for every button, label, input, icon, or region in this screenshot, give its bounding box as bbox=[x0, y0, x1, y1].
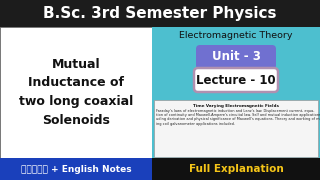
Text: two long coaxial: two long coaxial bbox=[19, 96, 133, 109]
Text: Unit - 3: Unit - 3 bbox=[212, 51, 260, 64]
Text: Mutual: Mutual bbox=[52, 57, 100, 71]
Text: Faraday's laws of electromagnetic induction and Lenz's law. Displacement current: Faraday's laws of electromagnetic induct… bbox=[156, 109, 314, 113]
Text: हिंदी + English Notes: हिंदी + English Notes bbox=[21, 165, 131, 174]
Text: uding derivation and physical significance of Maxwell's equations. Theory and wo: uding derivation and physical significan… bbox=[156, 117, 320, 121]
Bar bbox=[0, 27, 152, 158]
Bar bbox=[154, 100, 318, 157]
Text: Electromagnetic Theory: Electromagnetic Theory bbox=[179, 31, 293, 40]
Bar bbox=[0, 158, 152, 180]
Text: Time Varying Electromagnetic Fields: Time Varying Electromagnetic Fields bbox=[193, 105, 279, 109]
FancyBboxPatch shape bbox=[194, 68, 278, 92]
Text: B.Sc. 3rd Semester Physics: B.Sc. 3rd Semester Physics bbox=[43, 6, 277, 21]
Text: Lecture - 10: Lecture - 10 bbox=[196, 73, 276, 87]
Bar bbox=[152, 158, 320, 180]
FancyBboxPatch shape bbox=[196, 45, 276, 69]
Text: ing coil galvanometer applications included.: ing coil galvanometer applications inclu… bbox=[156, 122, 235, 126]
Text: Inductance of: Inductance of bbox=[28, 76, 124, 89]
Text: tion of continuity and Maxwell-Ampere's circuital law. Self and mutual induction: tion of continuity and Maxwell-Ampere's … bbox=[156, 113, 320, 117]
Bar bbox=[152, 27, 320, 158]
Bar bbox=[0, 0, 320, 27]
Text: Solenoids: Solenoids bbox=[42, 114, 110, 127]
Text: Full Explanation: Full Explanation bbox=[188, 164, 284, 174]
